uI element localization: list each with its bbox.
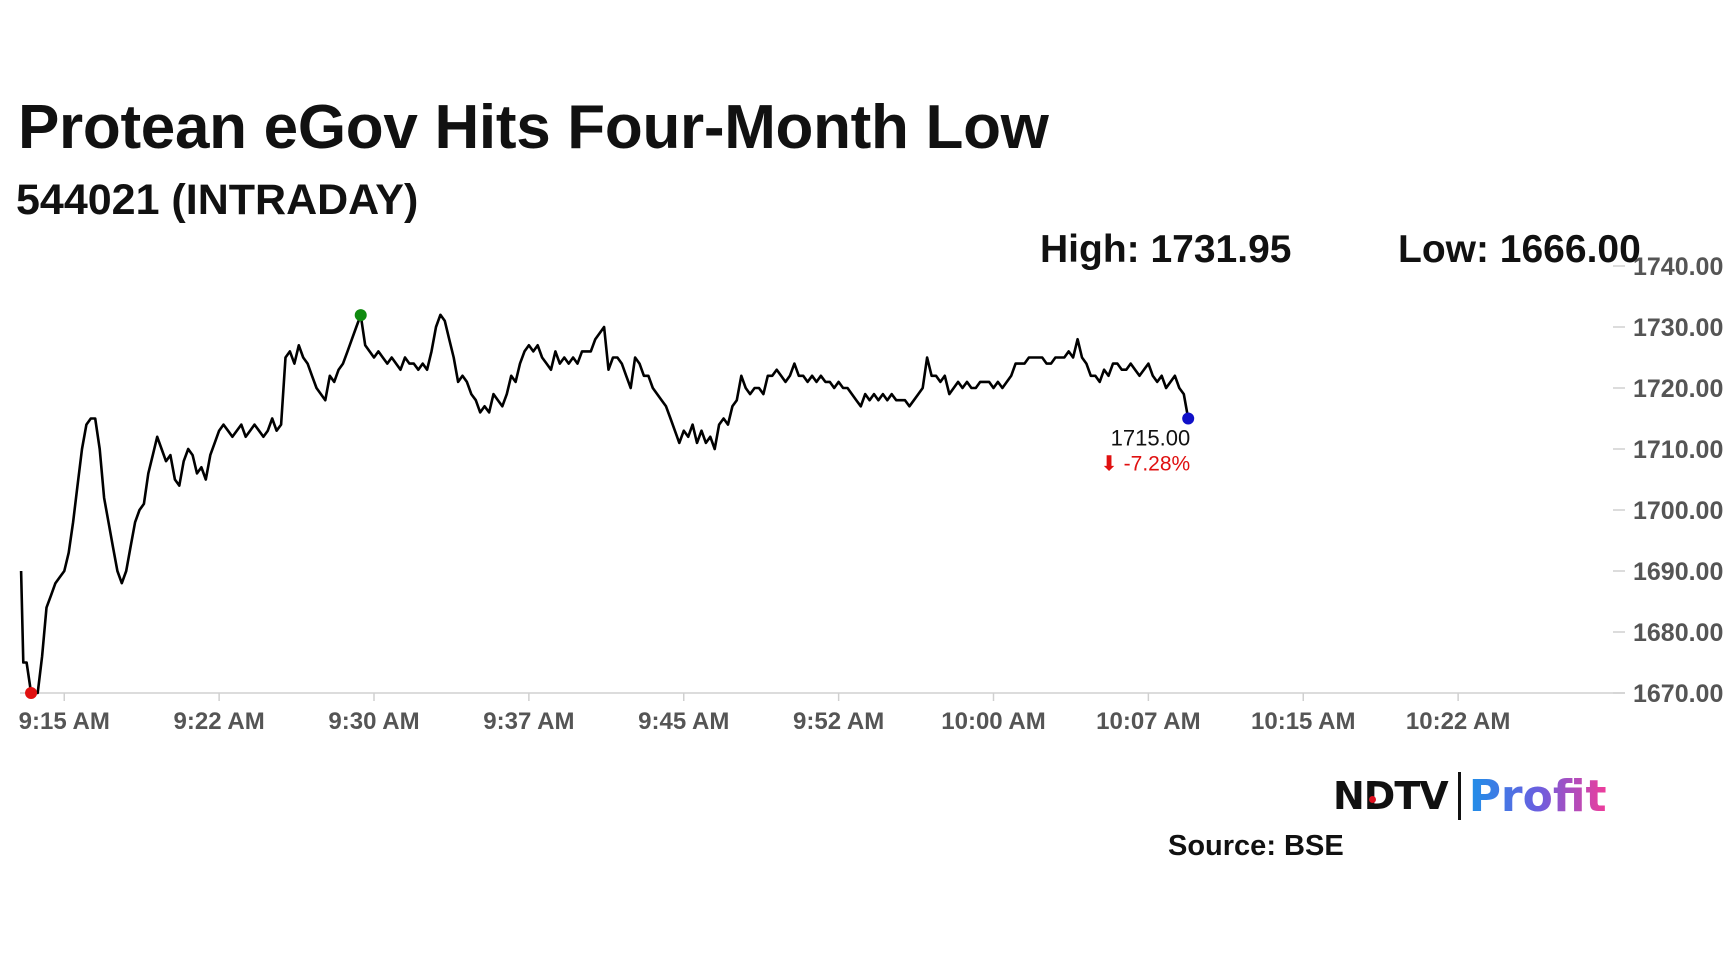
low-label: Low: 1666.00 xyxy=(1398,228,1641,271)
x-tick-label: 10:22 AM xyxy=(1406,708,1510,735)
y-tick-label: 1690.00 xyxy=(1633,558,1723,586)
last-price-label: 1715.00 xyxy=(1111,426,1191,451)
y-tick-label: 1720.00 xyxy=(1633,375,1723,403)
x-tick-label: 9:52 AM xyxy=(793,708,884,735)
x-tick-label: 10:15 AM xyxy=(1251,708,1355,735)
x-tick-label: 10:07 AM xyxy=(1096,708,1200,735)
brand-profit-text: Profit xyxy=(1468,770,1607,822)
high-point-marker xyxy=(354,309,367,322)
change-percent-label: ⬇ -7.28% xyxy=(1100,453,1190,476)
y-tick-label: 1740.00 xyxy=(1633,253,1723,281)
y-axis-ticks: 1670.00 1680.00 1690.00 1700.00 1710.00 1720.… xyxy=(1613,253,1723,708)
brand-separator xyxy=(1457,772,1461,820)
brand-red-dot xyxy=(1369,796,1376,803)
last-price-marker xyxy=(1182,412,1195,425)
chart-subtitle: 544021 (INTRADAY) xyxy=(16,176,419,224)
high-label: High: 1731.95 xyxy=(1040,228,1292,271)
brand-ndtv-text: NDTV xyxy=(1333,774,1449,818)
intraday-line-chart: 9:15 AM 9:22 AM 9:30 AM 9:37 AM 9:45 AM 9:52 … xyxy=(19,253,1724,735)
x-tick-label: 9:37 AM xyxy=(483,708,574,735)
y-tick-label: 1710.00 xyxy=(1633,436,1723,464)
x-axis-ticks: 9:15 AM 9:22 AM 9:30 AM 9:37 AM 9:45 AM 9:52 … xyxy=(19,693,1510,735)
x-tick-label: 9:30 AM xyxy=(328,708,419,735)
price-series-line xyxy=(19,313,1190,695)
x-tick-label: 9:45 AM xyxy=(638,708,729,735)
y-tick-label: 1680.00 xyxy=(1633,619,1723,647)
low-point-marker xyxy=(25,687,38,699)
y-tick-label: 1670.00 xyxy=(1633,680,1723,708)
x-tick-label: 10:00 AM xyxy=(941,708,1045,735)
y-tick-label: 1700.00 xyxy=(1633,497,1723,525)
chart-title: Protean eGov Hits Four-Month Low xyxy=(18,93,1049,162)
x-tick-label: 9:15 AM xyxy=(19,708,110,735)
source-note: Source: BSE xyxy=(1168,830,1344,862)
ndtv-profit-logo: NDTV Profit xyxy=(1333,770,1607,822)
y-tick-label: 1730.00 xyxy=(1633,314,1723,342)
x-tick-label: 9:22 AM xyxy=(174,708,265,735)
